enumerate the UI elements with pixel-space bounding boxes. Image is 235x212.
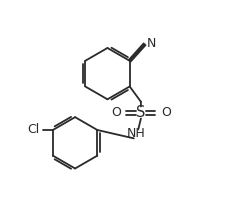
Text: N: N xyxy=(147,37,156,50)
Text: O: O xyxy=(161,106,171,119)
Text: O: O xyxy=(111,106,121,119)
Text: NH: NH xyxy=(127,127,145,140)
Text: Cl: Cl xyxy=(27,123,39,137)
Text: S: S xyxy=(136,105,146,120)
